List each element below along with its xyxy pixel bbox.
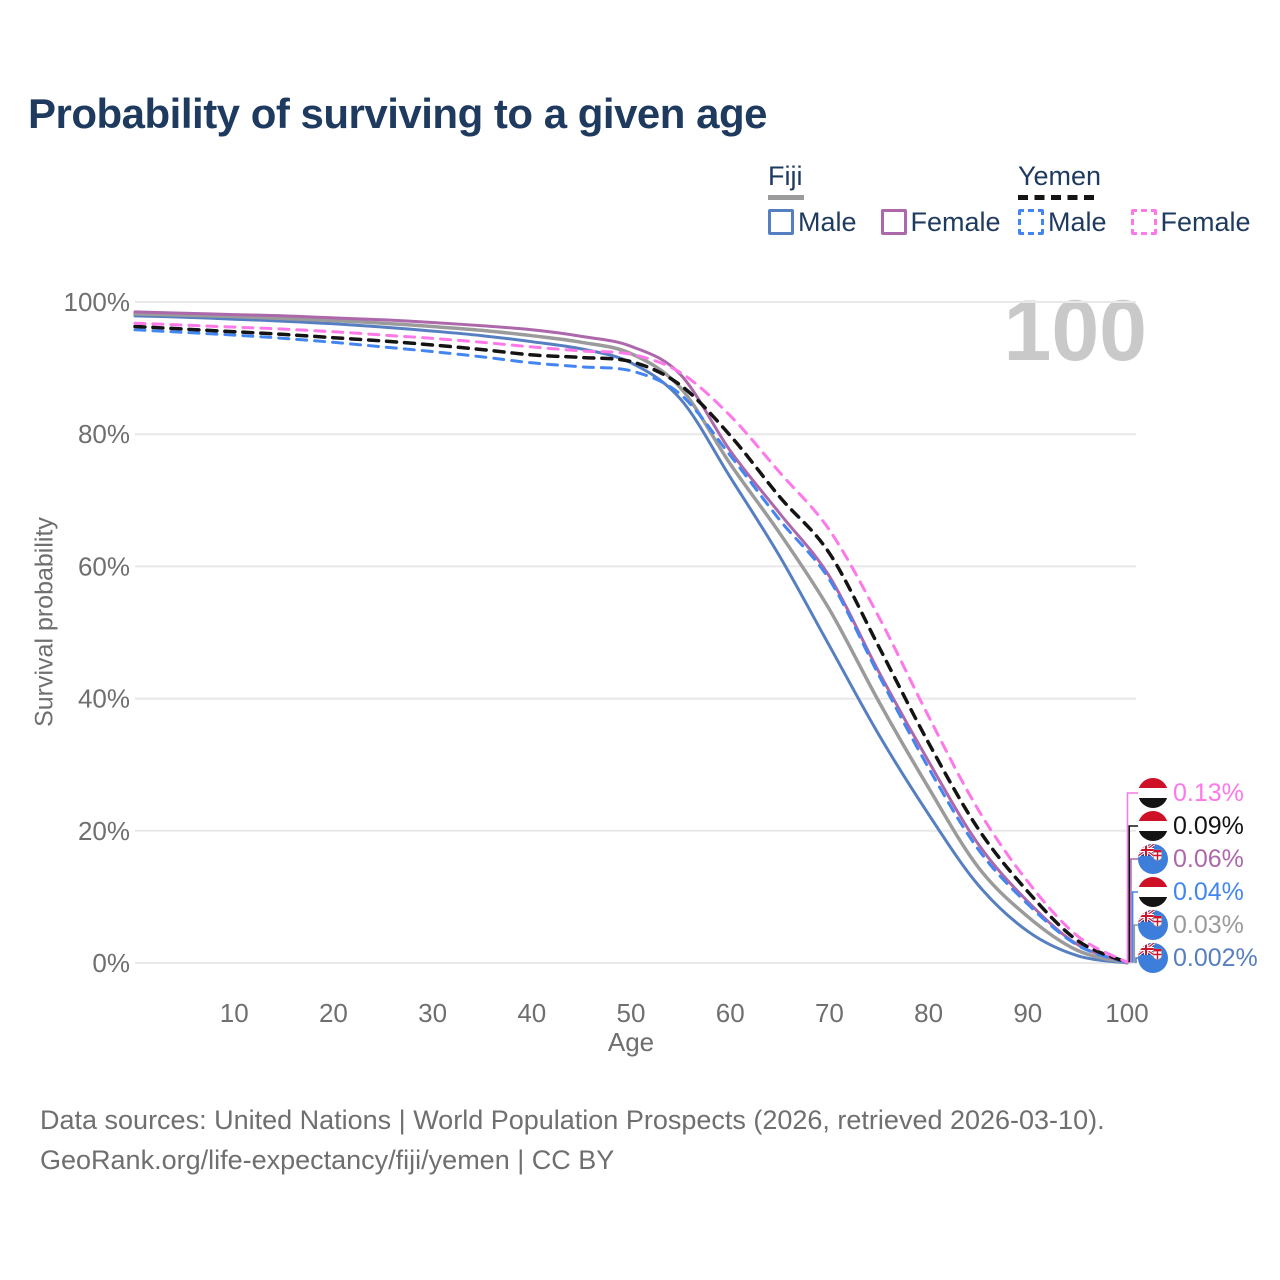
x-tick-label: 60 [716, 998, 745, 1028]
y-axis-title: Survival probability [30, 517, 59, 727]
fiji-solid-line-swatch [768, 194, 804, 200]
end-label-row-yemen_female: 0.13% [1138, 776, 1244, 810]
end-label-row-fiji_total: 0.03% [1138, 908, 1244, 942]
flag-icon-yemen [1138, 877, 1168, 907]
y-tick-label: 40% [78, 684, 130, 714]
legend-group-yemen: Yemen Male Female [1018, 161, 1251, 238]
x-tick-label: 90 [1013, 998, 1042, 1028]
x-tick-label: 80 [914, 998, 943, 1028]
series-path-fiji_female[interactable] [133, 310, 1129, 965]
flag-icon-fiji [1138, 844, 1168, 874]
flag-icon-yemen [1138, 811, 1168, 841]
end-label-value: 0.13% [1173, 778, 1244, 807]
legend-swatch-yemen-male[interactable] [1018, 209, 1044, 236]
series-path-fiji_male[interactable] [133, 314, 1129, 965]
end-label-row-yemen_total: 0.09% [1138, 809, 1244, 843]
legend-label-yemen-female[interactable]: Female [1160, 206, 1251, 237]
legend-swatch-fiji-male[interactable] [768, 209, 794, 236]
end-label-row-fiji_female: 0.06% [1138, 842, 1244, 876]
x-tick-label: 50 [617, 998, 646, 1028]
legend-country-yemen: Yemen [1018, 161, 1102, 191]
flag-icon-fiji [1138, 943, 1168, 973]
yemen-dashed-line-swatch [1018, 194, 1094, 200]
y-tick-label: 100% [64, 287, 131, 317]
y-tick-label: 0% [92, 948, 130, 978]
end-label-connector-yemen_female [1126, 792, 1139, 963]
end-label-value: 0.002% [1173, 943, 1258, 972]
page-title: Probability of surviving to a given age [28, 90, 767, 137]
end-label-row-yemen_male: 0.04% [1138, 875, 1244, 909]
flag-icon-fiji [1138, 910, 1168, 940]
x-tick-label: 70 [815, 998, 844, 1028]
legend-label-yemen-male[interactable]: Male [1048, 206, 1107, 237]
end-label-value: 0.06% [1173, 844, 1244, 873]
end-label-row-fiji_male: 0.002% [1138, 941, 1258, 975]
legend-swatch-yemen-female[interactable] [1130, 209, 1157, 236]
series-path-yemen_female[interactable] [133, 321, 1129, 964]
legend-label-fiji-male[interactable]: Male [798, 206, 857, 237]
end-label-connector-yemen_total [1128, 825, 1139, 963]
end-label-connector-yemen_male [1131, 891, 1139, 963]
legend-label-fiji-female[interactable]: Female [910, 206, 1001, 237]
x-tick-label: 100 [1105, 998, 1148, 1028]
end-label-value: 0.03% [1173, 910, 1244, 939]
end-label-value: 0.09% [1173, 811, 1244, 840]
end-label-connector-fiji_female [1130, 858, 1139, 963]
x-tick-label: 40 [517, 998, 546, 1028]
flag-icon-yemen [1138, 778, 1168, 808]
end-label-value: 0.04% [1173, 877, 1244, 906]
footer-attribution: GeoRank.org/life-expectancy/fiji/yemen |… [40, 1145, 615, 1175]
y-tick-label: 60% [78, 551, 130, 581]
series-path-yemen_total[interactable] [133, 324, 1129, 965]
legend-country-fiji: Fiji [768, 161, 803, 191]
legend-swatch-fiji-female[interactable] [880, 209, 907, 236]
x-axis-title: Age [607, 1027, 655, 1057]
series-path-fiji_total[interactable] [133, 312, 1129, 965]
end-label-connector-fiji_total [1133, 924, 1139, 963]
legend: Fiji Male Female Yemen Male Female [0, 161, 1280, 242]
y-tick-label: 80% [78, 419, 130, 449]
legend-group-fiji: Fiji Male Female [768, 161, 1001, 238]
x-tick-label: 20 [319, 998, 348, 1028]
footer-data-sources: Data sources: United Nations | World Pop… [40, 1105, 1105, 1135]
x-tick-label: 10 [220, 998, 249, 1028]
y-tick-label: 20% [78, 816, 130, 846]
x-tick-label: 30 [418, 998, 447, 1028]
